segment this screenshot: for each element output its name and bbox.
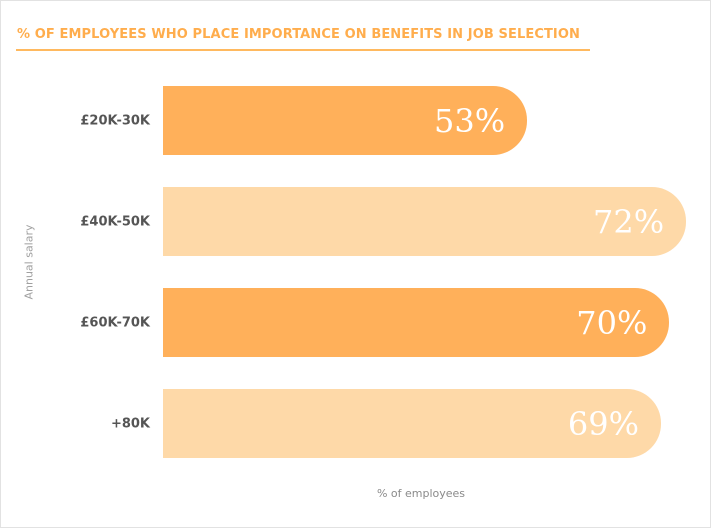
chart-title: % OF EMPLOYEES WHO PLACE IMPORTANCE ON B… <box>17 27 580 42</box>
data-label: 70% <box>576 304 648 342</box>
x-axis-label: % of employees <box>376 487 466 500</box>
data-label: 72% <box>593 203 665 241</box>
bar <box>163 86 528 155</box>
title-underline <box>16 49 590 51</box>
category-label: £60K-70K <box>80 315 150 331</box>
data-label: 69% <box>567 405 640 443</box>
category-label: £20K-30K <box>80 113 150 129</box>
bar <box>163 288 670 357</box>
bar <box>163 187 687 256</box>
bar <box>163 389 661 458</box>
category-label: +80K <box>110 416 150 432</box>
data-label: 53% <box>433 102 506 140</box>
y-axis-label: Annual salary <box>22 224 36 300</box>
category-label: £40K-50K <box>80 214 150 230</box>
